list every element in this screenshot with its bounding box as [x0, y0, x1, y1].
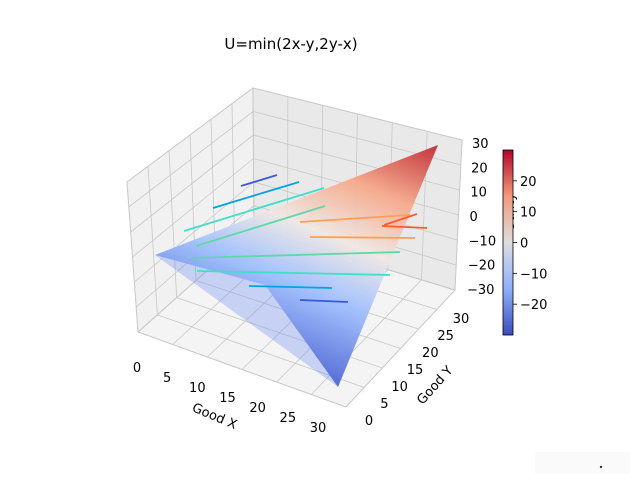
- z-tick-label: 0: [470, 210, 478, 225]
- x-tick-label: 5: [163, 371, 171, 386]
- y-tick-label: 15: [407, 363, 424, 378]
- x-tick-label: 30: [310, 421, 327, 436]
- x-tick-label: 25: [280, 411, 297, 426]
- z-tick-label: −20: [468, 259, 495, 274]
- z-tick-label: −30: [467, 283, 494, 298]
- watermark-dot: [600, 466, 602, 468]
- colorbar-tick-label: 20: [520, 175, 537, 190]
- y-tick-label: 5: [380, 397, 388, 412]
- y-tick-label: 10: [391, 380, 408, 395]
- colorbar: 20 10 0 −10 −20: [503, 150, 547, 335]
- z-tick-label: 10: [470, 186, 487, 201]
- colorbar-tick-label: −10: [520, 267, 547, 282]
- colorbar-fill: [503, 150, 513, 335]
- z-tick-label: 30: [472, 137, 489, 152]
- y-tick-label: 0: [365, 414, 373, 429]
- y-tick-label: 25: [437, 329, 454, 344]
- colorbar-tick-label: −20: [520, 298, 547, 313]
- y-tick-label: 30: [453, 312, 470, 327]
- colorbar-tick-label: 0: [520, 237, 528, 252]
- x-tick-label: 10: [189, 381, 206, 396]
- contour-line: [310, 237, 415, 238]
- watermark-box: [535, 452, 630, 474]
- z-tick-label: −10: [469, 234, 496, 249]
- colorbar-ticks: 20 10 0 −10 −20: [513, 175, 547, 313]
- colorbar-tick-label: 10: [520, 206, 537, 221]
- chart-title: U=min(2x-y,2y-x): [224, 35, 357, 53]
- x-tick-label: 0: [133, 361, 141, 376]
- y-tick-label: 20: [422, 346, 439, 361]
- x-tick-label: 20: [249, 401, 266, 416]
- z-tick-label: 20: [471, 161, 488, 176]
- x-tick-label: 15: [219, 391, 236, 406]
